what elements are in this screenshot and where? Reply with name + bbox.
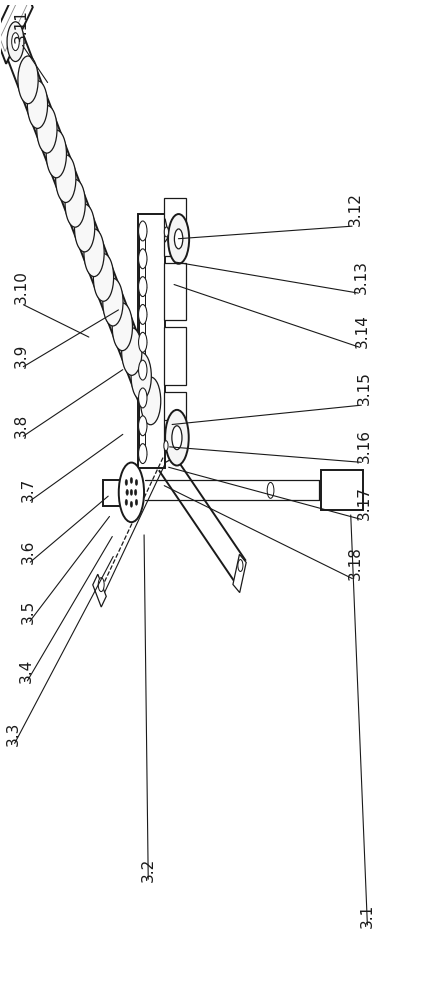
Circle shape — [139, 277, 147, 297]
Circle shape — [164, 227, 168, 237]
Text: 3.3: 3.3 — [6, 721, 21, 746]
Circle shape — [56, 155, 76, 202]
Circle shape — [139, 360, 147, 380]
Circle shape — [103, 278, 123, 326]
Circle shape — [165, 410, 189, 466]
Circle shape — [164, 441, 168, 451]
Text: 3.17: 3.17 — [357, 486, 372, 520]
Circle shape — [174, 229, 183, 249]
Bar — [321, 470, 363, 510]
Circle shape — [130, 477, 133, 483]
Bar — [138, 214, 165, 468]
Circle shape — [27, 81, 48, 128]
Text: 3.1: 3.1 — [360, 903, 375, 928]
Polygon shape — [0, 0, 27, 51]
Circle shape — [84, 229, 104, 277]
Circle shape — [139, 388, 147, 408]
Text: 3.16: 3.16 — [357, 429, 372, 463]
Circle shape — [139, 416, 147, 436]
Text: 3.15: 3.15 — [357, 371, 372, 405]
Circle shape — [267, 482, 274, 498]
Circle shape — [140, 377, 161, 425]
Bar — [164, 392, 186, 450]
Circle shape — [130, 501, 133, 507]
Text: 3.11: 3.11 — [14, 9, 28, 43]
Text: 3.8: 3.8 — [14, 413, 28, 438]
Text: 3.10: 3.10 — [14, 270, 28, 304]
Text: 3.14: 3.14 — [355, 314, 370, 348]
Circle shape — [139, 444, 147, 464]
Circle shape — [7, 22, 24, 62]
Polygon shape — [233, 554, 246, 593]
Text: 3.6: 3.6 — [21, 540, 36, 564]
Circle shape — [139, 249, 147, 269]
Text: 3.2: 3.2 — [141, 858, 156, 882]
Circle shape — [119, 463, 144, 522]
Circle shape — [139, 305, 147, 324]
Circle shape — [139, 332, 147, 352]
Circle shape — [65, 179, 85, 227]
Bar — [103, 480, 121, 506]
Circle shape — [93, 254, 114, 301]
Text: 3.4: 3.4 — [19, 659, 33, 683]
Text: 3.18: 3.18 — [347, 546, 363, 580]
Circle shape — [125, 499, 128, 505]
Circle shape — [112, 303, 132, 351]
Circle shape — [12, 33, 19, 51]
Circle shape — [238, 560, 243, 571]
Bar — [164, 198, 186, 256]
Circle shape — [74, 204, 95, 252]
Circle shape — [131, 352, 151, 400]
Circle shape — [126, 489, 129, 495]
Circle shape — [18, 56, 38, 104]
Circle shape — [130, 489, 133, 495]
Polygon shape — [0, 0, 33, 64]
Text: 3.13: 3.13 — [354, 260, 369, 294]
Text: 3.5: 3.5 — [21, 599, 36, 624]
Circle shape — [168, 214, 189, 264]
Circle shape — [125, 479, 128, 485]
Circle shape — [139, 221, 147, 241]
Circle shape — [135, 499, 138, 505]
Circle shape — [135, 479, 138, 485]
Circle shape — [172, 426, 182, 450]
Bar — [164, 327, 186, 385]
Text: 3.7: 3.7 — [21, 478, 36, 502]
Text: 3.9: 3.9 — [14, 344, 28, 368]
Circle shape — [37, 105, 57, 153]
Bar — [164, 263, 186, 320]
Circle shape — [135, 489, 137, 495]
Circle shape — [98, 578, 104, 592]
Polygon shape — [93, 574, 106, 607]
Circle shape — [46, 130, 66, 178]
Text: 3.12: 3.12 — [347, 192, 363, 226]
Bar — [140, 226, 146, 456]
Circle shape — [122, 328, 142, 375]
